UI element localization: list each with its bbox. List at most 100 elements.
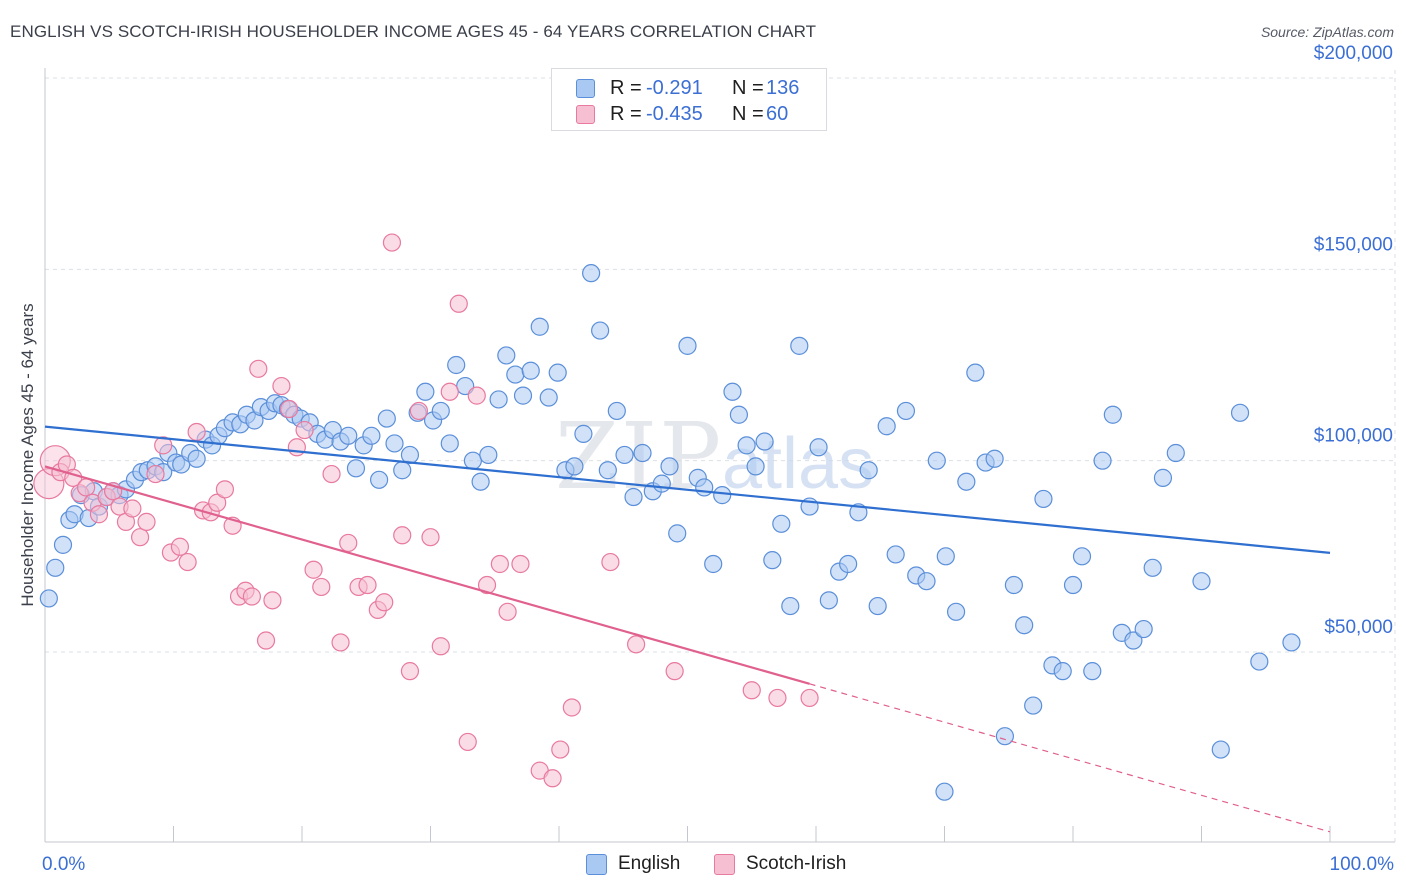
data-point — [695, 478, 714, 497]
data-point — [477, 575, 497, 595]
data-point — [1063, 575, 1083, 595]
data-point — [966, 363, 985, 382]
data-point — [917, 572, 936, 591]
data-point — [1004, 575, 1023, 595]
data-point — [615, 445, 634, 465]
r-value: -0.291 — [646, 77, 703, 99]
legend-label: Scotch-Irish — [746, 853, 847, 874]
data-point — [591, 321, 610, 340]
data-point — [187, 422, 206, 442]
data-point — [339, 426, 358, 445]
data-point — [393, 526, 412, 545]
y-axis-title: Householder Income Ages 45 - 64 years — [18, 303, 37, 606]
data-point — [385, 434, 404, 453]
data-point — [256, 631, 276, 650]
data-point — [187, 449, 206, 468]
scotch-irish-swatch — [576, 105, 595, 124]
data-point — [530, 317, 549, 336]
data-point — [819, 591, 838, 610]
n-value: 136 — [766, 77, 800, 99]
data-point — [1134, 619, 1153, 639]
data-point — [447, 355, 466, 375]
data-point — [479, 445, 498, 465]
legend-label: English — [618, 853, 681, 874]
data-point — [89, 505, 109, 524]
english-swatch — [576, 79, 595, 98]
data-point — [39, 589, 58, 608]
data-point — [927, 451, 946, 470]
data-point — [170, 537, 190, 556]
data-point — [295, 420, 314, 440]
data-point — [1072, 547, 1092, 566]
data-point — [370, 470, 389, 489]
watermark-atlas: atlas — [722, 424, 874, 504]
y-tick-label: $50,000 — [1324, 617, 1393, 638]
data-point — [513, 386, 533, 405]
trend-lines — [44, 425, 1331, 833]
data-point — [660, 457, 679, 476]
axes — [44, 68, 1395, 843]
data-point — [304, 560, 323, 579]
n-label: N = — [732, 103, 764, 125]
data-point — [665, 662, 684, 681]
data-point — [393, 461, 412, 480]
y-tick-label: $200,000 — [1314, 43, 1393, 64]
data-point — [53, 535, 73, 554]
data-point — [489, 390, 508, 409]
data-point — [400, 662, 420, 681]
data-point — [995, 727, 1014, 746]
data-point — [521, 361, 540, 380]
data-point — [146, 464, 165, 484]
data-point — [431, 401, 450, 421]
data-point — [985, 449, 1004, 468]
data-point — [123, 499, 142, 518]
data-point — [431, 637, 450, 656]
data-point — [1124, 631, 1143, 650]
data-point — [137, 512, 156, 531]
data-point — [1034, 489, 1053, 509]
data-point — [1250, 652, 1269, 671]
data-point — [849, 503, 868, 522]
data-point — [242, 587, 261, 606]
data-point — [471, 472, 490, 491]
data-point — [215, 480, 234, 499]
data-point — [562, 698, 581, 717]
data-point — [375, 593, 394, 612]
axis-labels: $50,000 $100,000 $150,000 $200,000 0.0% 100.0… — [18, 43, 1394, 875]
data-point — [896, 401, 916, 421]
english-points — [39, 264, 1301, 801]
data-point — [565, 457, 584, 476]
data-point — [746, 457, 765, 476]
data-point — [322, 464, 341, 484]
data-point — [1053, 662, 1072, 681]
data-point — [868, 596, 887, 616]
data-point — [1282, 633, 1301, 652]
data-point — [358, 575, 377, 595]
data-point — [1153, 468, 1173, 487]
data-point — [539, 388, 558, 407]
y-tick-label: $150,000 — [1314, 234, 1393, 255]
data-point — [263, 591, 282, 610]
data-point — [130, 528, 150, 547]
data-point — [652, 474, 671, 493]
data-point — [1103, 405, 1122, 424]
data-point — [154, 436, 173, 455]
data-point — [178, 552, 197, 572]
x-tick-label: 100.0% — [1330, 854, 1395, 875]
data-point — [249, 359, 268, 378]
data-point — [723, 382, 742, 401]
data-point — [440, 382, 459, 401]
source-label: Source: ZipAtlas.com — [1260, 24, 1394, 40]
data-point — [548, 363, 567, 382]
data-point — [886, 545, 905, 564]
data-point — [1015, 616, 1034, 635]
data-point — [772, 514, 791, 533]
data-point — [781, 596, 800, 616]
data-point — [946, 602, 966, 621]
data-point — [742, 681, 761, 700]
data-point — [790, 336, 809, 355]
data-point — [272, 376, 291, 396]
data-point — [377, 409, 396, 428]
data-point — [331, 633, 350, 652]
data-point — [1143, 558, 1162, 577]
